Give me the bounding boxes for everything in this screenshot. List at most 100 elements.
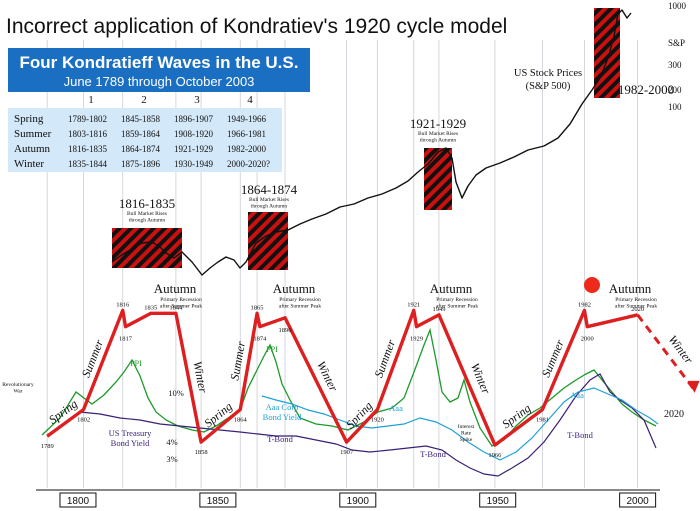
bull-market-note: through Autumn (251, 204, 287, 210)
autumn-note: Primary Recession (615, 297, 657, 303)
bull-market-block (112, 228, 182, 268)
yield-label: 3% (166, 454, 177, 464)
stock-axis-tick: S&P (668, 38, 685, 48)
autumn-note: after Summer Peak (160, 303, 202, 310)
table-cell: 1921-1929 (174, 144, 213, 154)
wave-year-label: 1858 (195, 449, 208, 456)
table-cell: 1908-1920 (174, 129, 213, 139)
bull-market-block (248, 212, 288, 270)
table-header: 3 (194, 94, 200, 106)
wave-year-label: 1816 (116, 301, 130, 308)
bull-market-title: 1982-2000 (618, 82, 674, 97)
table-season-label: Winter (14, 158, 44, 170)
revolutionary-war-label: Revolutionary (2, 382, 34, 388)
interest-spike-label: Rate (461, 431, 472, 437)
bull-market-block (424, 148, 452, 210)
aaa-corp-label: Bond Yield (263, 412, 302, 422)
autumn-note: Primary Recession (279, 297, 321, 303)
stock-axis-tick: 200 (668, 85, 682, 95)
wave-year-label: 1844 (169, 304, 183, 311)
banner-background (8, 48, 310, 92)
wave-year-label: 1896 (279, 327, 293, 334)
tbond-label: T-Bond (567, 430, 593, 440)
wave-year-label: 2000 (581, 336, 594, 343)
table-cell: 1835-1844 (68, 159, 107, 169)
tbond-label: T-Bond (420, 449, 446, 459)
bull-market-title: 1921-1929 (410, 116, 466, 131)
autumn-note: after Summer Peak (615, 303, 657, 310)
stock-prices-label: (S&P 500) (526, 81, 571, 92)
table-cell: 1930-1949 (174, 159, 213, 169)
autumn-note: Primary Recession (436, 297, 478, 303)
forecast-arrowhead (687, 380, 700, 393)
wave-year-label: 1907 (340, 449, 354, 456)
stock-axis-tick: 300 (668, 60, 682, 70)
ppi-label: PPI (130, 359, 142, 368)
x-tick-label: 1900 (347, 496, 370, 507)
x-tick-box (339, 492, 377, 508)
wave-year-label: 2020 (631, 306, 644, 313)
aaa-line (261, 387, 659, 461)
table-cell: 1875-1896 (121, 159, 160, 169)
wave-year-label: 1929 (410, 336, 423, 343)
autumn-note: after Summer Peak (279, 303, 321, 310)
table-header: 2 (141, 94, 147, 106)
x-tick-box (619, 492, 657, 508)
table-cell: 1816-1835 (68, 144, 107, 154)
wave-year-label: 1835 (144, 304, 157, 311)
autumn-dot (584, 277, 600, 293)
bull-market-note: through Autumn (129, 218, 165, 224)
bull-market-note: Bull Market Rises (418, 131, 458, 137)
bull-market-note: through Autumn (420, 138, 456, 144)
treasury-label: US Treasury (109, 428, 152, 438)
table-background (8, 108, 282, 172)
table-season-label: Autumn (14, 143, 51, 155)
stock-price-line (111, 9, 632, 276)
autumn-title: Autumn (430, 281, 473, 296)
forecast-year-label: 2020 (664, 409, 684, 420)
table-cell: 1864-1874 (121, 144, 160, 154)
table-cell: 1803-1816 (68, 129, 107, 139)
wave-year-label: 1920 (371, 417, 384, 424)
x-tick-label: 1800 (67, 496, 90, 507)
x-tick-label: 1950 (487, 496, 510, 507)
table-cell: 1789-1802 (68, 114, 107, 124)
interest-spike-label: Interest (458, 424, 475, 430)
stock-prices-label: US Stock Prices (514, 68, 582, 79)
bull-market-note: Bull Market Rises (127, 211, 167, 217)
revolutionary-war-label: War (13, 389, 22, 395)
autumn-note: after Summer Peak (436, 303, 478, 310)
wave-year-label: 1817 (119, 336, 133, 343)
autumn-note: Primary Recession (160, 297, 202, 303)
bull-market-note: Bull Market Rises (249, 197, 289, 203)
x-tick-box (199, 492, 237, 508)
tbond-label: T-Bond (267, 434, 293, 444)
autumn-title: Autumn (154, 281, 197, 296)
kondratiev-wave-line (46, 308, 639, 447)
banner-title: Four Kondratieff Waves in the U.S. (20, 53, 299, 72)
banner-subtitle: June 1789 through October 2003 (64, 74, 255, 89)
wave-year-label: 1874 (253, 336, 267, 343)
table-cell: 1845-1858 (121, 114, 160, 124)
wave-year-label: 1981 (536, 417, 549, 424)
aaa-label: Aaa (570, 390, 584, 400)
ppi-label: PPI (266, 345, 278, 354)
wave-year-label: 1789 (41, 443, 54, 450)
x-tick-box (479, 492, 517, 508)
stock-axis-tick: 100 (668, 102, 682, 112)
table-cell: 1949-1966 (227, 114, 266, 124)
chart-title: Incorrect application of Kondratiev's 19… (6, 15, 507, 38)
table-cell: 1896-1907 (174, 114, 213, 124)
table-header: 1 (88, 94, 94, 106)
table-cell: 1966-1981 (227, 129, 266, 139)
treasury-label: Bond Yield (111, 438, 150, 448)
bull-market-title: 1864-1874 (241, 182, 298, 197)
interest-spike-label: Spike (460, 437, 473, 443)
yield-label: 10% (168, 388, 184, 398)
stock-axis-tick: 1000 (668, 1, 687, 11)
bull-market-title: 1816-1835 (119, 196, 175, 211)
wave-year-label: 1921 (407, 301, 420, 308)
wave-year-label: 1949 (432, 306, 445, 313)
wave-year-label: 1966 (488, 452, 502, 459)
